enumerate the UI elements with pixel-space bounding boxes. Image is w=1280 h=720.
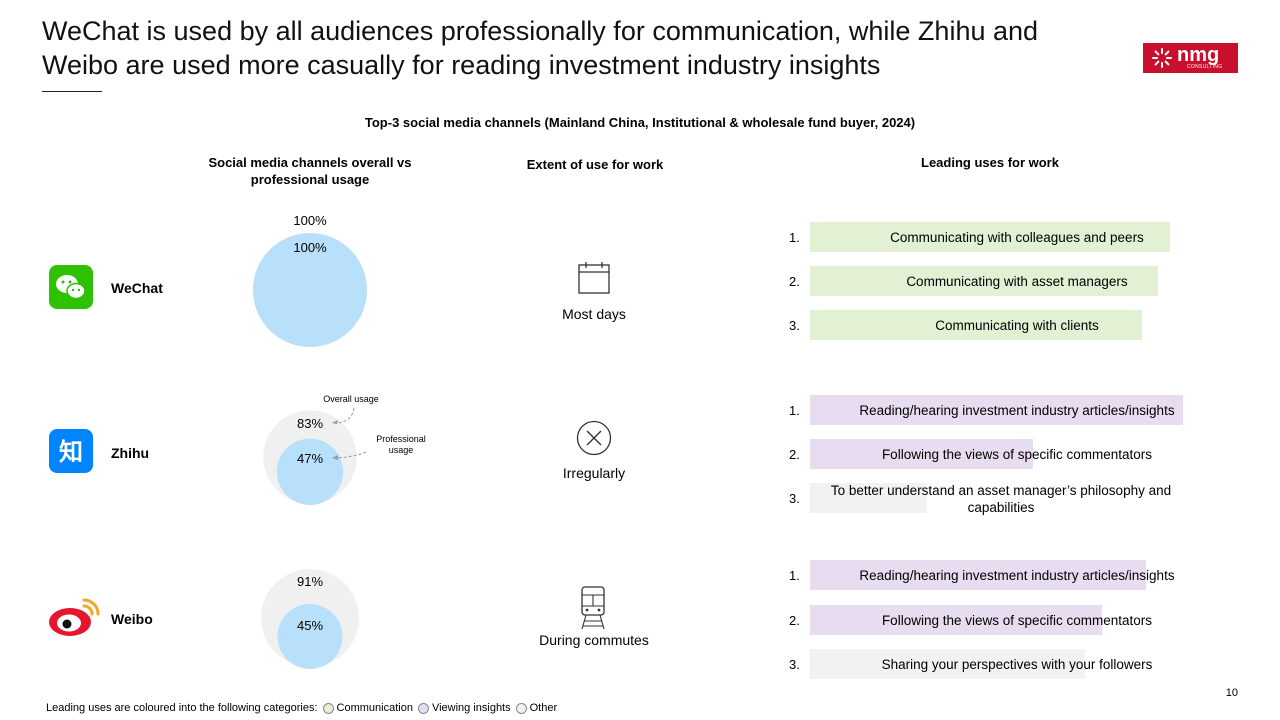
use-label: Following the views of specific commenta… xyxy=(881,447,1153,462)
use-bar-other xyxy=(810,483,927,513)
legend-intro: Leading uses are coloured into the follo… xyxy=(46,702,318,714)
weibo-professional-pct: 45% xyxy=(296,618,324,633)
legend-swatch-viewing-insights xyxy=(417,702,429,714)
use-bar-viewing xyxy=(810,395,1183,425)
use-rank: 1. xyxy=(789,230,800,245)
use-label: Communicating with colleagues and peers xyxy=(890,230,1144,245)
wechat-icon xyxy=(49,265,93,309)
use-bar-communication xyxy=(810,222,1170,252)
page-number: 10 xyxy=(1225,687,1238,699)
svg-text:知: 知 xyxy=(59,438,83,466)
use-label: Reading/hearing investment industry arti… xyxy=(859,403,1175,418)
channel-name-wechat: WeChat xyxy=(111,280,163,296)
wechat-professional-circle xyxy=(253,233,367,347)
use-rank: 3. xyxy=(789,491,800,506)
use-rank: 1. xyxy=(789,568,800,583)
use-label: Sharing your perspectives with your foll… xyxy=(881,657,1153,672)
zhihu-professional-pct: 47% xyxy=(296,451,324,466)
legend: Leading uses are coloured into the follo… xyxy=(46,702,557,714)
channel-name-weibo: Weibo xyxy=(111,611,153,627)
zhihu-professional-circle xyxy=(276,438,344,505)
wechat-overall-pct: 100% xyxy=(293,213,327,228)
wechat-extent-label: Most days xyxy=(562,306,626,322)
use-label: To better understand an asset manager’s … xyxy=(830,483,1172,515)
logo-text: nmg xyxy=(1177,44,1220,66)
weibo-professional-circle xyxy=(277,604,343,669)
channel-name-zhihu: Zhihu xyxy=(111,445,150,461)
legend-label-other: Other xyxy=(529,702,558,714)
legend-swatch-other xyxy=(515,702,527,714)
train-icon xyxy=(581,586,605,630)
use-bar-communication xyxy=(810,310,1142,340)
use-bar-viewing xyxy=(810,439,1033,469)
use-label: Following the views of specific commenta… xyxy=(881,613,1153,628)
column-header-extent: Extent of use for work xyxy=(526,157,664,172)
usage-circles-chart xyxy=(253,233,367,669)
chart-subtitle: Top-3 social media channels (Mainland Ch… xyxy=(364,115,916,130)
use-rank: 2. xyxy=(789,613,800,628)
annotation-arrows xyxy=(332,407,367,460)
zhihu-overall-pct: 83% xyxy=(296,416,324,431)
use-rank: 2. xyxy=(789,447,800,462)
use-bar-viewing xyxy=(810,605,1102,635)
wechat-professional-pct: 100% xyxy=(293,240,327,255)
page-title: WeChat is used by all audiences professi… xyxy=(42,16,1039,80)
column-header-uses: Leading uses for work xyxy=(921,155,1059,170)
title-underline xyxy=(42,91,102,92)
use-label: Communicating with clients xyxy=(935,318,1099,333)
use-rank: 3. xyxy=(789,318,800,333)
weibo-extent-label: During commutes xyxy=(539,632,649,648)
use-label: Reading/hearing investment industry arti… xyxy=(859,568,1175,583)
annotation-professional-usage: Professional usage xyxy=(376,434,426,455)
legend-label-communication: Communication xyxy=(336,702,413,714)
weibo-overall-pct: 91% xyxy=(296,574,324,589)
cross-circle-icon xyxy=(576,420,612,456)
use-label: Communicating with asset managers xyxy=(906,274,1128,289)
logo-burst-icon xyxy=(1152,48,1172,68)
weibo-icon xyxy=(46,594,102,640)
use-rank: 3. xyxy=(789,657,800,672)
use-rank: 2. xyxy=(789,274,800,289)
calendar-icon xyxy=(578,262,610,294)
use-rank: 1. xyxy=(789,403,800,418)
zhihu-icon: 知 xyxy=(49,429,93,473)
zhihu-extent-label: Irregularly xyxy=(562,465,626,481)
use-bar-other xyxy=(810,649,1085,679)
column-header-usage: Social media channels overall vs profess… xyxy=(208,155,412,187)
annotation-overall-usage: Overall usage xyxy=(323,394,379,404)
legend-label-viewing-insights: Viewing insights xyxy=(431,702,511,714)
logo-subtext: CONSULTING xyxy=(1187,64,1223,70)
nmg-logo: nmg CONSULTING xyxy=(1143,43,1238,73)
use-bar-communication xyxy=(810,266,1158,296)
legend-swatch-communication xyxy=(322,702,334,714)
use-bar-viewing xyxy=(810,560,1146,590)
